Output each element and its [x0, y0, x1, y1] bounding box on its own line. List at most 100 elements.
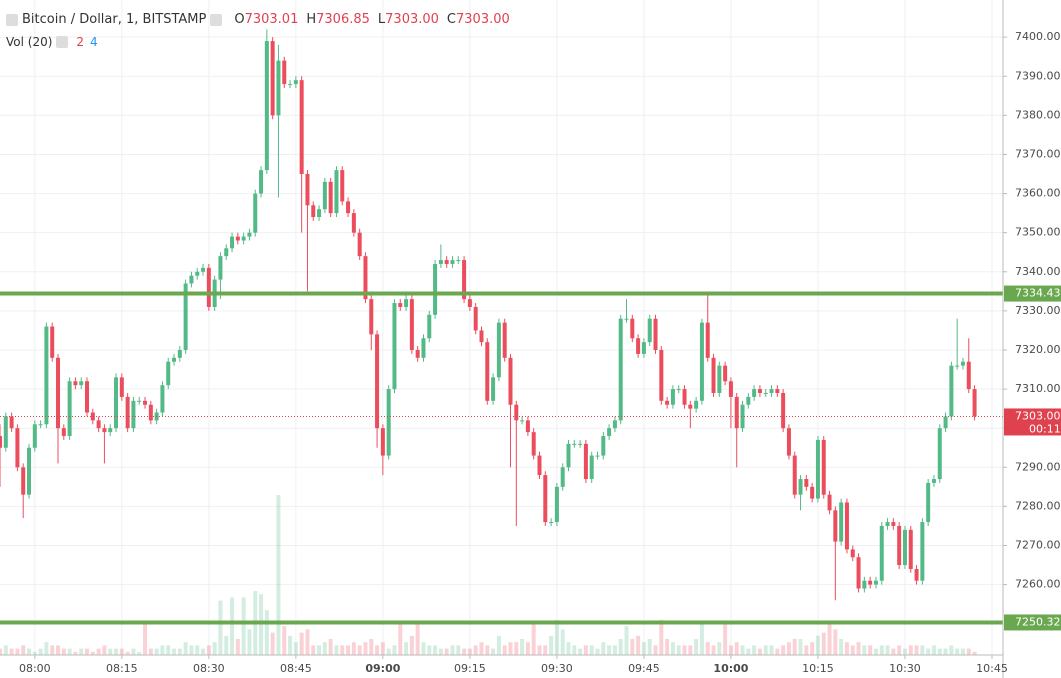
volume-bar	[27, 648, 32, 655]
candle-body	[798, 479, 803, 495]
candle-body	[972, 389, 977, 417]
collapse-button[interactable]	[6, 13, 18, 26]
volume-bar	[398, 623, 403, 655]
volume-bar	[624, 626, 629, 655]
candle-body	[926, 482, 931, 523]
volume-bar	[479, 642, 484, 655]
volume-bar	[618, 639, 623, 655]
volume-bar	[119, 648, 124, 655]
candle-body	[537, 455, 542, 476]
volume-bar	[137, 651, 142, 655]
volume-bar	[160, 645, 165, 655]
volume-bar	[792, 639, 797, 655]
volume-bar	[172, 648, 177, 655]
volume-bar	[508, 642, 513, 655]
candle-body	[183, 283, 188, 350]
volume-bar	[856, 642, 861, 655]
x-tick-label: 10:00	[713, 662, 748, 675]
volume-bar	[189, 645, 194, 655]
candle-body	[433, 263, 438, 315]
volume-bar	[763, 645, 768, 655]
volume-bar	[166, 645, 171, 655]
volume-bar	[607, 645, 612, 655]
last-price-box	[1004, 408, 1061, 436]
plot-area	[0, 29, 1003, 655]
candle-body	[473, 306, 478, 331]
ohlc-value: 7306.85	[316, 12, 370, 27]
volume-bar	[462, 648, 467, 655]
volume-bar	[108, 648, 113, 655]
volume-settings-button[interactable]	[56, 36, 69, 48]
volume-bar	[931, 645, 936, 655]
volume-bar	[369, 639, 374, 655]
candle-body	[299, 80, 304, 175]
candle-body	[566, 443, 571, 468]
candle-body	[218, 256, 223, 280]
candle-body	[288, 84, 293, 86]
volume-bar	[288, 635, 293, 655]
candle-body	[264, 41, 269, 171]
candle-body	[665, 400, 670, 405]
volume-bar	[404, 642, 409, 655]
volume-bar	[148, 648, 153, 655]
ohlc-key: O	[234, 12, 245, 27]
candle-body	[438, 260, 443, 264]
volume-bar	[636, 635, 641, 655]
candle-body	[810, 486, 815, 499]
candle-body	[676, 389, 681, 391]
candle-body	[688, 404, 693, 409]
y-tick-label: 7280.00	[1015, 499, 1061, 512]
volume-bar	[926, 648, 931, 655]
candle-body	[949, 365, 954, 417]
candle-body	[618, 318, 623, 421]
volume-bar	[612, 645, 617, 655]
volume-bar	[844, 642, 849, 655]
candle-body	[15, 428, 20, 468]
candle-body	[172, 357, 177, 362]
volume-bar	[920, 645, 925, 655]
volume-bar	[740, 645, 745, 655]
volume-bar	[891, 648, 896, 655]
candle-body	[659, 349, 664, 401]
volume-bar	[177, 648, 182, 655]
candle-body	[21, 467, 26, 495]
candle-body	[102, 428, 107, 433]
volume-bar	[131, 648, 136, 655]
last-price-label: 7303.00	[1015, 409, 1061, 422]
candle-body	[305, 174, 310, 206]
volume-bar	[821, 632, 826, 655]
y-tick-label: 7270.00	[1015, 539, 1061, 552]
volume-bar	[966, 648, 971, 655]
volume-bar	[201, 648, 206, 655]
candle-body	[241, 236, 246, 241]
candle-body	[595, 455, 600, 457]
volume-bar	[850, 645, 855, 655]
volume-value: 4	[90, 35, 98, 49]
volume-bar	[44, 642, 49, 655]
x-tick-label: 09:45	[628, 662, 660, 675]
candle-body	[572, 443, 577, 445]
ohlc-value: 7303.01	[244, 12, 299, 27]
volume-bar	[380, 642, 385, 655]
candle-body	[699, 322, 704, 401]
volume-bar	[873, 648, 878, 655]
candle-body	[728, 381, 733, 397]
volume-bar	[38, 648, 43, 655]
candle-body	[0, 436, 2, 448]
volume-bar	[798, 639, 803, 655]
candle-body	[398, 303, 403, 307]
volume-bar	[960, 648, 965, 655]
settings-button[interactable]	[210, 13, 223, 26]
volume-bar	[438, 648, 443, 655]
candle-body	[821, 439, 826, 495]
y-tick-label: 7350.00	[1015, 226, 1061, 239]
candle-body	[450, 260, 455, 264]
y-tick-label: 7340.00	[1015, 265, 1061, 278]
volume-bar	[665, 639, 670, 655]
candle-body	[73, 381, 78, 386]
candle-body	[682, 389, 687, 405]
candle-body	[897, 525, 902, 566]
volume-bar	[595, 648, 600, 655]
candle-body	[647, 318, 652, 343]
volume-bar	[955, 648, 960, 655]
